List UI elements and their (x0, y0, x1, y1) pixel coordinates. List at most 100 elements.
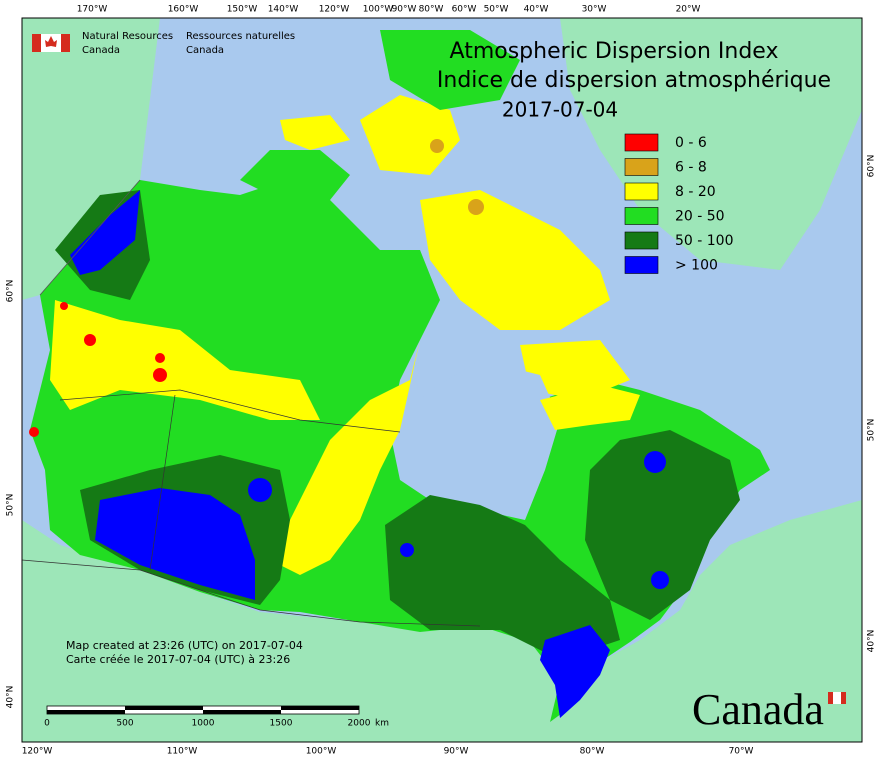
legend-label: 50 - 100 (675, 233, 734, 249)
island (240, 150, 350, 205)
legend-label: 20 - 50 (675, 209, 725, 225)
title-en: Atmospheric Dispersion Index (450, 39, 779, 64)
zone-over-100 (651, 571, 669, 589)
graticule-right: 50°N (867, 419, 877, 442)
scale-label: 1500 (270, 719, 293, 729)
scale-label: 1000 (192, 719, 215, 729)
zone-over-100 (70, 190, 140, 275)
agency-fr-country: Canada (186, 45, 224, 56)
graticule-top: 120°W (319, 5, 350, 15)
legend-swatch (624, 256, 659, 274)
hudson-bay (390, 360, 560, 520)
zone-6-8 (430, 139, 444, 153)
graticule-right: 60°N (867, 155, 877, 178)
scale-label: 2000 (348, 719, 371, 729)
title-date: 2017-07-04 (502, 98, 618, 122)
zone-8-20 (270, 340, 420, 575)
greenland (560, 18, 862, 270)
usa (22, 500, 862, 742)
credit-en: Map created at 23:26 (UTC) on 2017-07-04 (66, 639, 303, 652)
graticule-top: 160°W (168, 5, 199, 15)
graticule-top: 80°W (419, 5, 444, 15)
scale-label: 500 (116, 719, 133, 729)
zone-50-100 (385, 495, 620, 660)
legend-label: 0 - 6 (675, 135, 707, 151)
zone-0-6 (29, 427, 39, 437)
graticule-left: 60°N (6, 280, 16, 303)
graticule-top: 90°W (392, 5, 417, 15)
zone-8-20 (540, 385, 640, 430)
border (39, 179, 141, 296)
scale-label: 0 (44, 719, 50, 729)
island (280, 115, 350, 150)
zone-over-100 (95, 488, 255, 600)
border (149, 394, 176, 571)
scale-segment (125, 706, 203, 710)
agency-en: Natural Resources (82, 31, 173, 42)
zone-over-100 (248, 478, 272, 502)
agency-block: Natural Resources Canada Ressources natu… (32, 31, 295, 56)
wordmark-flag-field (833, 692, 841, 704)
graticule-bottom: 70°W (729, 747, 754, 757)
graticule-top: 40°W (524, 5, 549, 15)
zone-0-6 (84, 334, 96, 346)
legend-label: > 100 (675, 258, 718, 274)
flag-bar (32, 34, 41, 52)
zone-0-6 (60, 302, 68, 310)
zone-50-100 (585, 430, 740, 620)
graticule-top: 50°W (484, 5, 509, 15)
graticule-top: 60°W (452, 5, 477, 15)
border (21, 559, 481, 627)
graticule-bottom: 80°W (580, 747, 605, 757)
flag-bar (61, 34, 70, 52)
legend: 0 - 6 6 - 8 8 - 20 20 - 50 50 - 100 > 100 (624, 133, 734, 274)
graticule-top: 150°W (227, 5, 258, 15)
map-frame (21, 18, 862, 742)
island (520, 340, 630, 400)
frame (21, 17, 863, 743)
graticule-right: 40°N (867, 630, 877, 653)
graticule-bottom: 110°W (167, 747, 198, 757)
graticule-bottom: 90°W (444, 747, 469, 757)
zone-6-8 (468, 199, 484, 215)
graticule-top: 20°W (676, 5, 701, 15)
border (59, 389, 401, 433)
scale-unit: km (375, 719, 389, 729)
scale-segment (203, 710, 281, 714)
legend-swatch (624, 133, 659, 152)
zone-0-6 (153, 368, 167, 382)
legend-swatch (624, 158, 659, 176)
scale-segment (47, 710, 125, 714)
legend-swatch (624, 207, 659, 225)
zone-0-6 (155, 353, 165, 363)
credit-fr: Carte créée le 2017-07-04 (UTC) à 23:26 (66, 653, 290, 666)
scale-bar: 0 500 1000 1500 2000 km (44, 705, 389, 729)
island (380, 30, 520, 110)
graticule-bottom: 100°W (306, 747, 337, 757)
zone-over-100 (540, 625, 610, 718)
maple-leaf (45, 36, 57, 47)
graticule-left: 50°N (6, 494, 16, 517)
scale-segment (281, 706, 359, 710)
legend-label: 6 - 8 (675, 160, 707, 176)
wordmark: Canada (692, 685, 824, 734)
graticule-left: 40°N (6, 686, 16, 709)
agency-fr: Ressources naturelles (186, 31, 295, 42)
graticule-top: 170°W (77, 5, 108, 15)
island (360, 95, 460, 175)
graticule-top: 140°W (268, 5, 299, 15)
zone-8-20 (50, 300, 320, 420)
baffin-island (420, 190, 610, 330)
graticule-bottom: 120°W (22, 747, 53, 757)
graticule-labels: 170°W 160°W 150°W 140°W 120°W 100°W90°W 80°W 60… (6, 5, 877, 757)
alaska (22, 18, 160, 300)
zone-over-100 (400, 543, 414, 557)
graticule-top: 30°W (582, 5, 607, 15)
zone-over-100 (644, 451, 666, 473)
legend-label: 8 - 20 (675, 184, 716, 200)
agency-en-country: Canada (82, 45, 120, 56)
legend-swatch (624, 231, 659, 250)
legend-swatch (624, 182, 659, 201)
title-fr: Indice de dispersion atmosphérique (437, 68, 831, 93)
